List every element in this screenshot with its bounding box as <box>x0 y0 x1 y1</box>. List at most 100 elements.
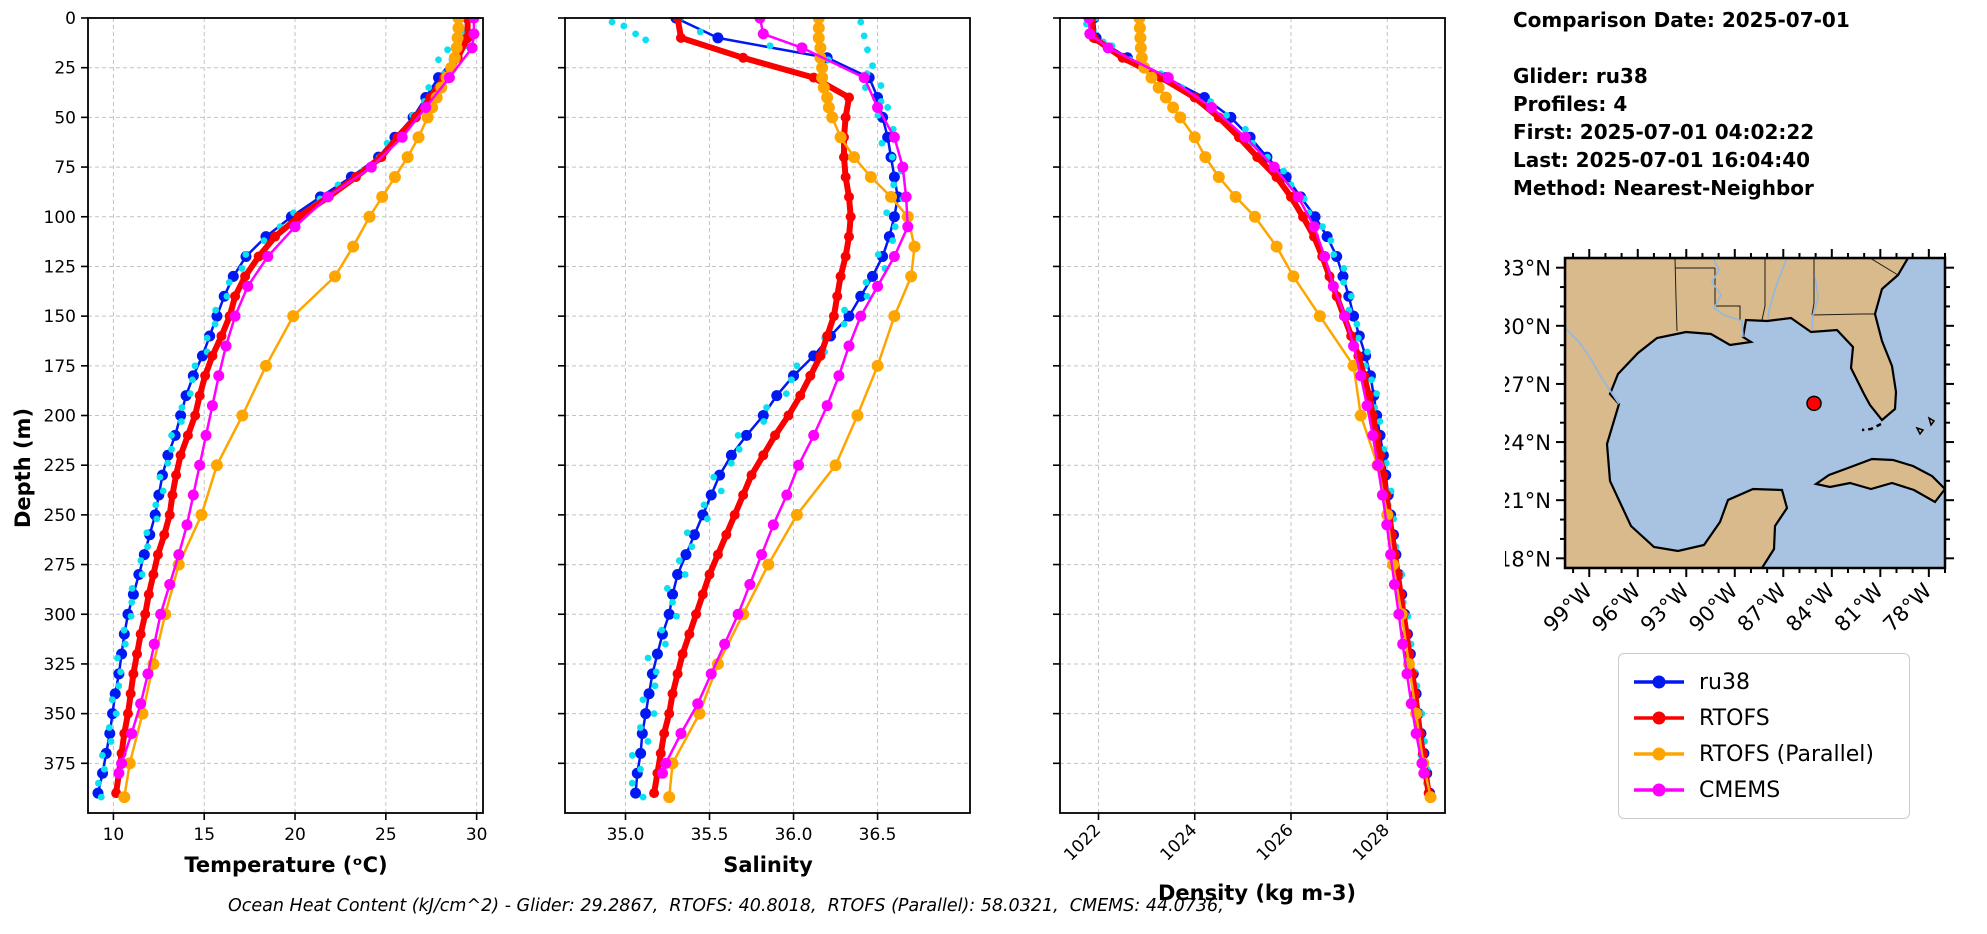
svg-text:25: 25 <box>54 59 76 79</box>
bahamas-island <box>1915 426 1925 436</box>
svg-text:125: 125 <box>44 257 76 277</box>
svg-text:175: 175 <box>44 357 76 377</box>
svg-text:25: 25 <box>375 825 397 845</box>
map-lat-label: 21°N <box>1505 489 1551 513</box>
salinity-chart-content: 35.0 35.5 36.0 36.5 <box>558 17 971 845</box>
series-markers-RTOFS (Parallel) <box>1133 17 1437 804</box>
legend-label: CMEMS <box>1699 777 1781 803</box>
ocean-heat-content-text: Ocean Heat Content (kJ/cm^2) - Glider: 2… <box>228 896 1224 916</box>
map-lon-label: 99°W <box>1539 578 1597 636</box>
legend-item-rtofs-parallel-: RTOFS (Parallel) <box>1633 736 1895 772</box>
svg-text:300: 300 <box>44 605 76 625</box>
legend-label: RTOFS <box>1699 705 1770 731</box>
map-lat-label: 30°N <box>1505 315 1551 339</box>
legend-item-rtofs: RTOFS <box>1633 700 1895 736</box>
density-profile-plot: 1022 1024 1026 1028 Density (kg m-3) <box>1053 17 1446 905</box>
series-line-RTOFS (Parallel) <box>1138 17 1432 798</box>
svg-text:325: 325 <box>44 655 76 675</box>
map-lon-label: 84°W <box>1781 578 1839 636</box>
map-lon-label: 93°W <box>1636 578 1694 636</box>
svg-text:1026: 1026 <box>1253 820 1298 865</box>
svg-text:20: 20 <box>284 825 306 845</box>
svg-text:30: 30 <box>466 825 488 845</box>
series-line-ru38 <box>1092 17 1431 794</box>
svg-text:350: 350 <box>44 705 76 725</box>
series-line-ru38 <box>634 17 899 794</box>
series-markers-CMEMS <box>656 17 914 779</box>
series-line-CMEMS <box>117 18 476 774</box>
legend-item-cmems: CMEMS <box>1633 772 1895 808</box>
svg-text:50: 50 <box>54 108 76 128</box>
svg-text:36.5: 36.5 <box>859 825 897 845</box>
salinity-profile-plot: 35.0 35.5 36.0 36.5 Salinity <box>558 17 971 877</box>
last-time-text: Last: 2025-07-01 16:04:40 <box>1513 148 1811 172</box>
map-lon-label: 81°W <box>1830 578 1888 636</box>
florida-keys <box>1861 422 1882 432</box>
temperature-chart-content: 10 15 20 25 300 25 50 75 100 125 150 175 200 225 250 27… <box>44 9 488 845</box>
rivers <box>1565 258 1819 405</box>
series-line-RTOFS <box>651 17 854 794</box>
map-ticks <box>1556 249 1954 577</box>
series-markers-CMEMS <box>113 17 480 779</box>
depth-axis-label: Depth (m) <box>11 408 35 528</box>
density-axis-label: Density (kg m-3) <box>1158 881 1356 905</box>
series-line-CMEMS <box>661 17 910 774</box>
map-lat-label: 24°N <box>1505 431 1551 455</box>
first-time-text: First: 2025-07-01 04:02:22 <box>1513 120 1815 144</box>
series-raw-dots <box>1083 17 1437 801</box>
svg-text:1028: 1028 <box>1349 820 1394 865</box>
method-text: Method: Nearest-Neighbor <box>1513 176 1814 200</box>
svg-text:35.0: 35.0 <box>607 825 645 845</box>
legend-marker-icon <box>1634 711 1684 725</box>
profiles-text: Profiles: 4 <box>1513 92 1628 116</box>
map-lon-label: 78°W <box>1878 578 1936 636</box>
info-panel: Comparison Date: 2025-07-01 Glider: ru38… <box>1513 6 1850 202</box>
glider-location-marker <box>1806 395 1822 412</box>
map-frame <box>1563 256 1947 570</box>
map-lat-label: 27°N <box>1505 373 1551 397</box>
legend-item-ru38: ru38 <box>1633 664 1895 700</box>
temperature-profile-plot: 10 15 20 25 300 25 50 75 100 125 150 175 200 225 250 27… <box>11 9 488 877</box>
svg-text:225: 225 <box>44 456 76 476</box>
series-line-RTOFS <box>113 18 471 794</box>
temperature-axis-label: Temperature (ᵒC) <box>184 853 387 877</box>
svg-text:36.0: 36.0 <box>775 825 813 845</box>
series-markers-CMEMS <box>1083 17 1430 779</box>
gulf-of-mexico-map: 33°N 30°N 27°N 24°N 21°N 18°N 99°W96°W93°W90°W… <box>1505 249 1954 636</box>
svg-text:150: 150 <box>44 307 76 327</box>
svg-text:375: 375 <box>44 754 76 774</box>
map-lon-label: 90°W <box>1684 578 1742 636</box>
svg-text:100: 100 <box>44 208 76 228</box>
density-chart-content: 1022 1024 1026 1028 <box>1053 17 1446 865</box>
map-lon-label: 87°W <box>1733 578 1791 636</box>
series-line-CMEMS <box>1087 17 1426 774</box>
series-markers-RTOFS (Parallel) <box>118 17 465 804</box>
legend-marker-icon <box>1634 675 1684 689</box>
map-lat-label: 18°N <box>1505 547 1551 571</box>
series-line-RTOFS <box>1088 17 1432 794</box>
map-lat-label: 33°N <box>1505 257 1551 281</box>
svg-text:10: 10 <box>103 825 125 845</box>
legend-label: ru38 <box>1699 669 1750 695</box>
glider-text: Glider: ru38 <box>1513 64 1648 88</box>
legend-marker-icon <box>1634 783 1684 797</box>
legend-label: RTOFS (Parallel) <box>1699 741 1874 767</box>
svg-text:275: 275 <box>44 556 76 576</box>
svg-text:15: 15 <box>193 825 215 845</box>
svg-text:35.5: 35.5 <box>691 825 729 845</box>
series-markers-RTOFS <box>649 17 856 799</box>
svg-text:1024: 1024 <box>1157 820 1202 865</box>
svg-text:200: 200 <box>44 407 76 427</box>
series-markers-RTOFS <box>111 17 473 799</box>
bahamas-island-2 <box>1927 416 1936 427</box>
series-line-RTOFS (Parallel) <box>123 18 460 798</box>
cuba-landmass <box>1813 457 1945 504</box>
series-line-ru38 <box>96 17 469 794</box>
svg-text:75: 75 <box>54 158 76 178</box>
map-lon-label: 96°W <box>1587 578 1645 636</box>
salinity-axis-label: Salinity <box>723 853 813 877</box>
comparison-date-text: Comparison Date: 2025-07-01 <box>1513 8 1850 32</box>
svg-text:250: 250 <box>44 506 76 526</box>
state-borders <box>1674 258 1899 332</box>
